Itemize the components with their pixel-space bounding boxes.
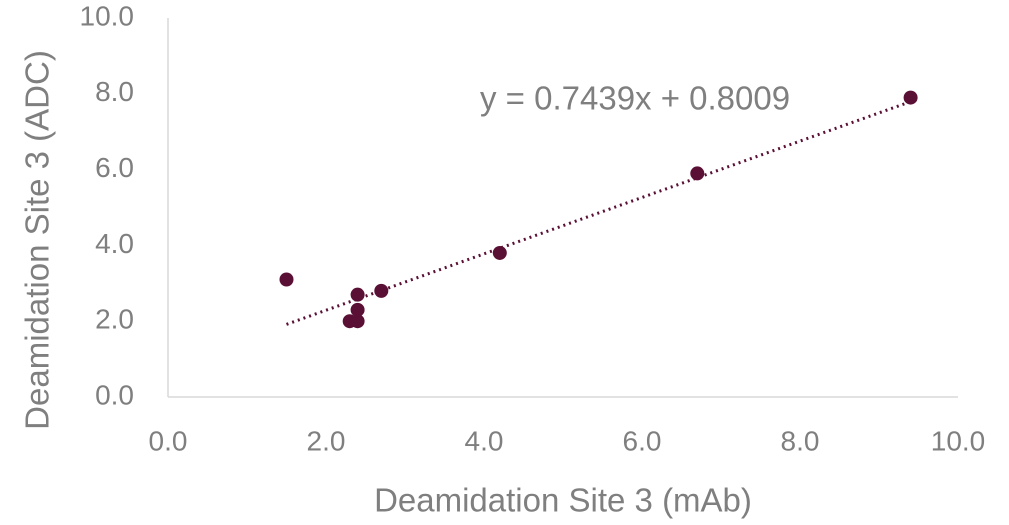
point [374,283,389,298]
trendline-label: y = 0.7439x + 0.8009 [480,80,790,117]
x-tick-label: 4.0 [465,425,504,456]
point [350,287,365,302]
x-tick-label: 8.0 [781,425,820,456]
x-tick-label: 10.0 [931,425,986,456]
y-tick-label: 8.0 [95,76,134,107]
point [279,272,294,287]
y-tick-label: 0.0 [95,379,134,410]
x-tick-label: 2.0 [307,425,346,456]
y-tick-label: 6.0 [95,152,134,183]
y-tick-label: 2.0 [95,304,134,335]
point [903,90,918,105]
y-tick-label: 4.0 [95,228,134,259]
point [350,314,365,329]
y-axis-title: Deamidation Site 3 (ADC) [19,50,56,430]
point [690,166,705,181]
point [492,245,507,260]
point [350,302,365,317]
x-tick-label: 0.0 [149,425,188,456]
x-axis-title: Deamidation Site 3 (mAb) [374,482,752,519]
x-tick-label: 6.0 [623,425,662,456]
trendline [285,100,912,326]
y-tick-label: 10.0 [80,0,135,31]
